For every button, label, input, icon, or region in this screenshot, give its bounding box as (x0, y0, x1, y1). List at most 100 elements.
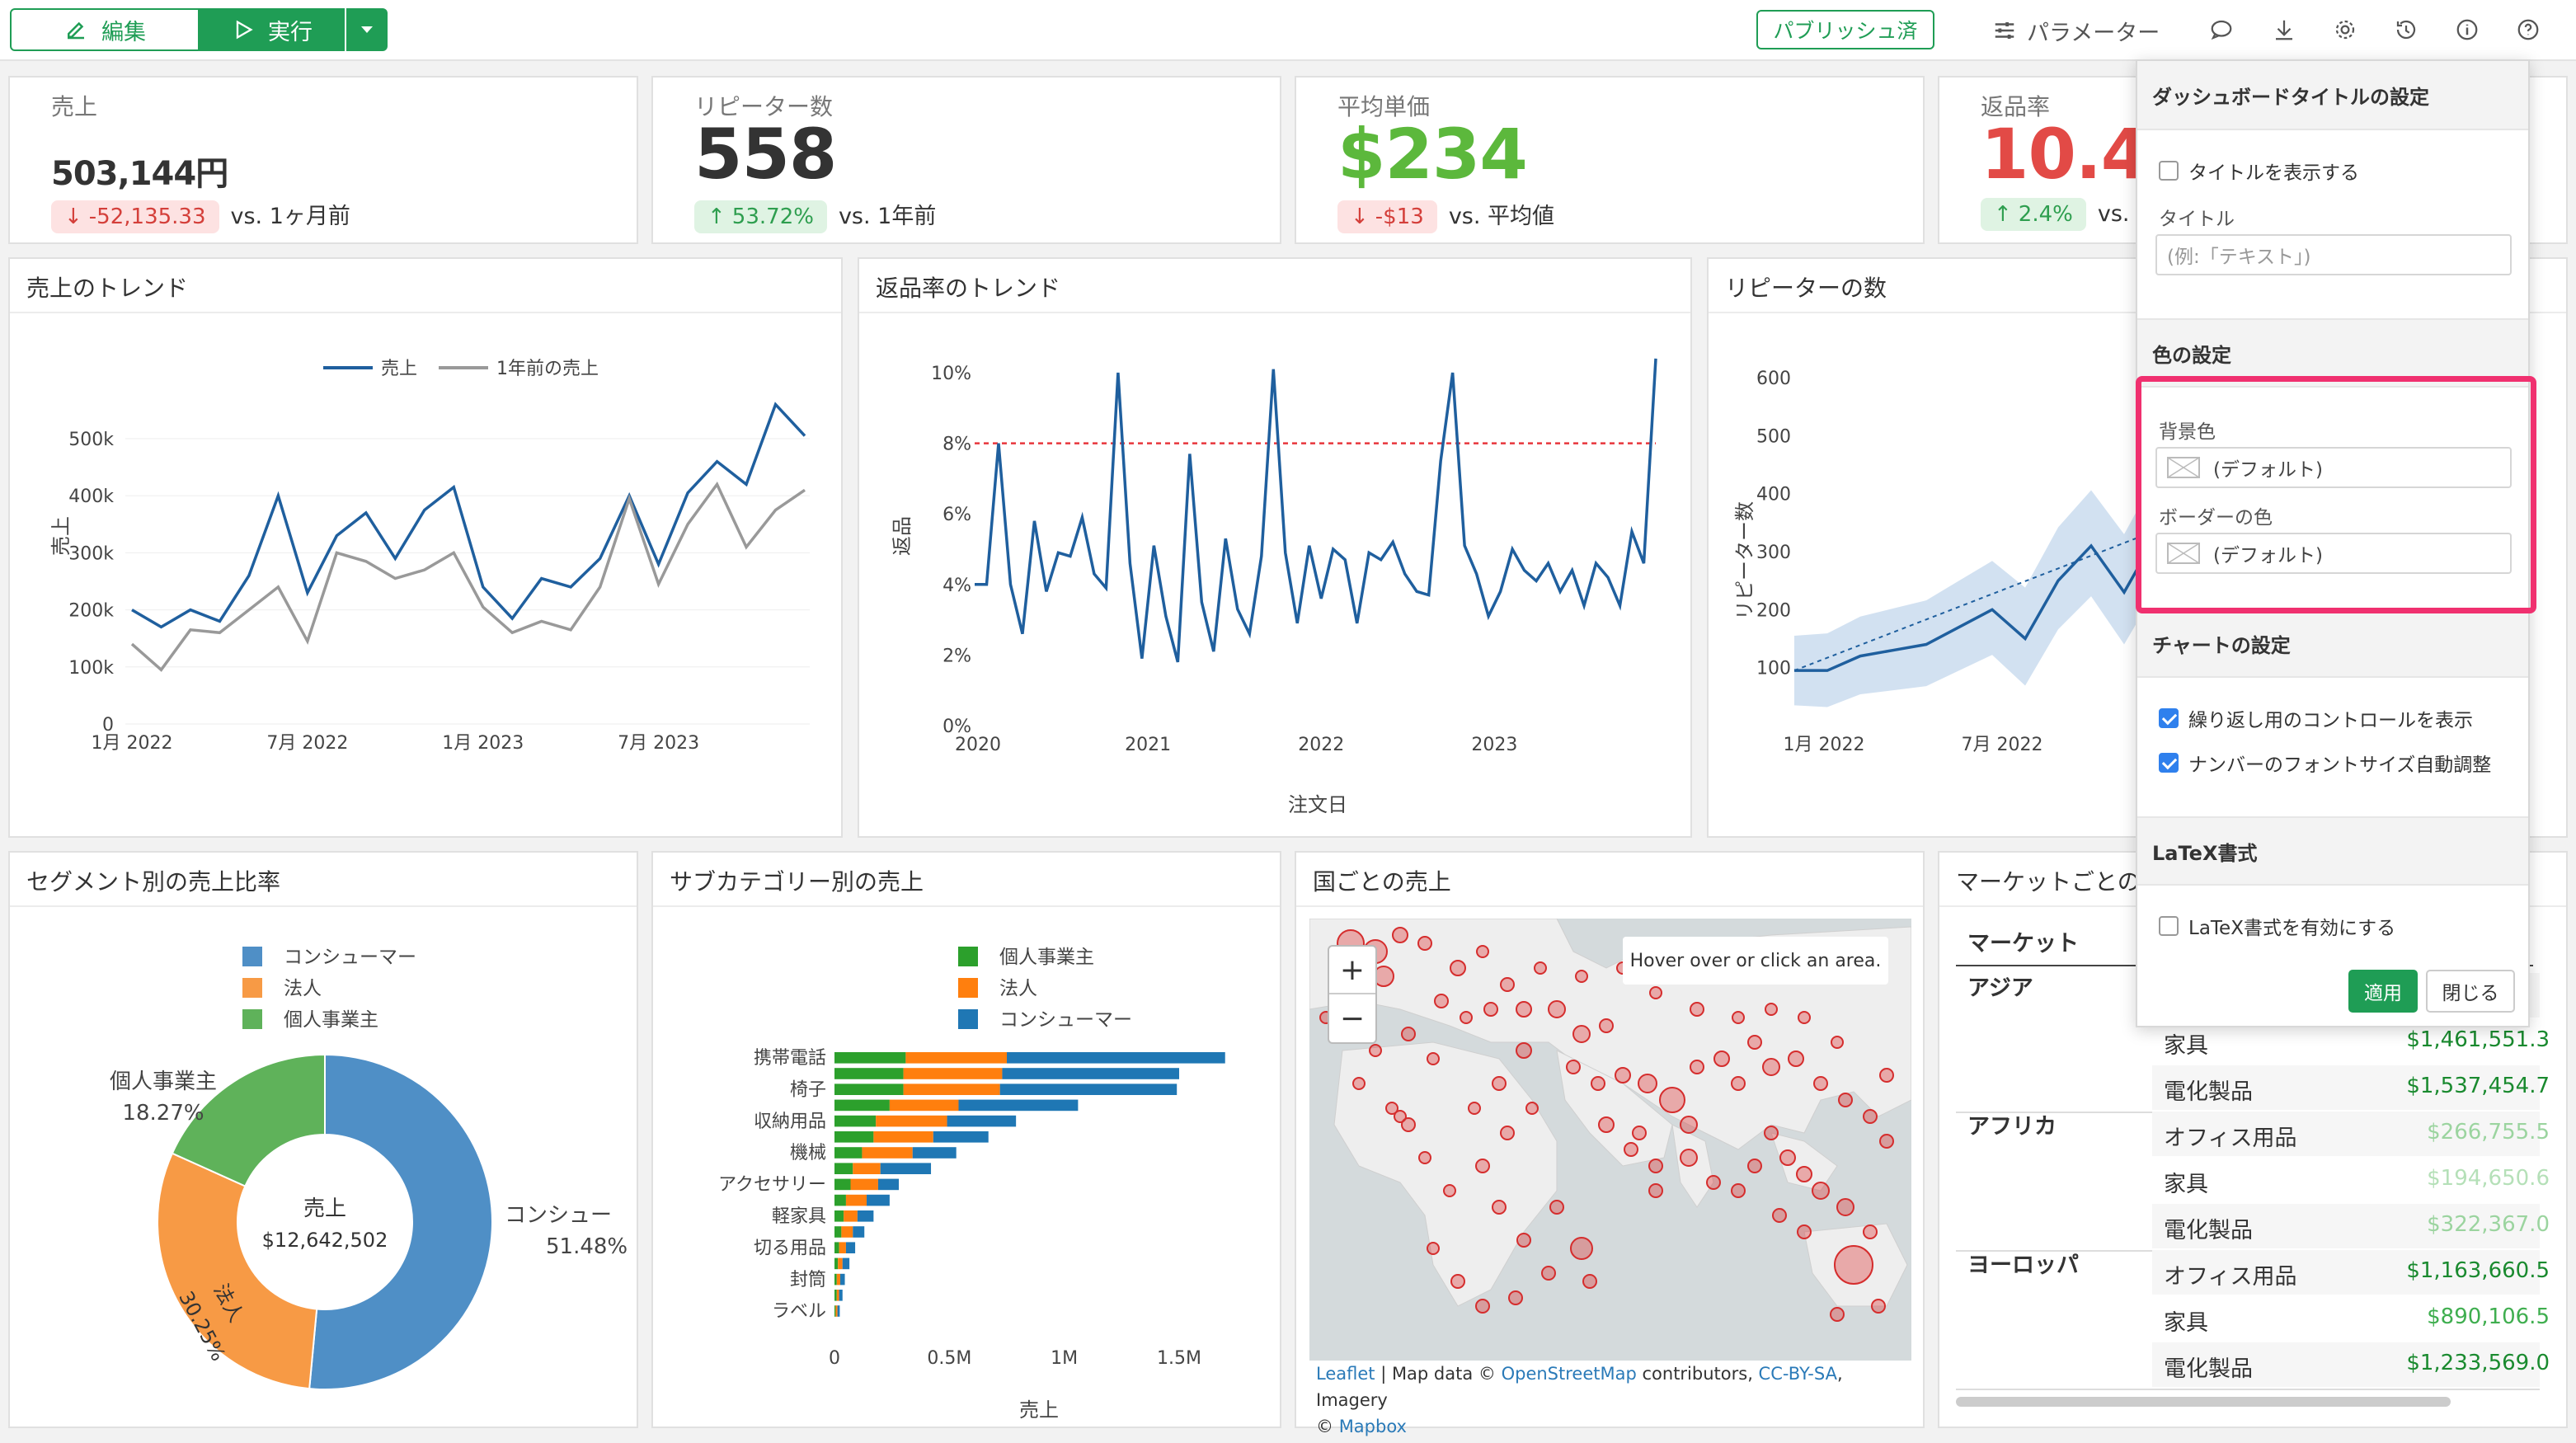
map-marker (1369, 1044, 1382, 1057)
return-trend-chart[interactable]: 0% 2% 4% 6% 8% 10% 返品 2020 2021 2022 2023 注文日 (859, 313, 1690, 833)
segment-card: セグメント別の売上比率 売上 $12,642,502 コンシューマー 法人 個人事業主コ… (8, 851, 638, 1428)
info-icon[interactable] (2452, 15, 2482, 45)
leaflet-link[interactable]: Leaflet (1316, 1364, 1375, 1384)
market-name: アジア (1967, 975, 2033, 1001)
map-marker (1772, 1208, 1787, 1223)
download-icon[interactable] (2269, 15, 2299, 45)
y-axis-label: リピーター数 (1733, 501, 1756, 620)
arrow-up-icon: ↑ (707, 204, 726, 229)
horizontal-scrollbar[interactable] (1956, 1397, 2451, 1407)
legend-label: 1年前の売上 (496, 359, 599, 379)
latex-checkbox[interactable]: LaTeX書式を有効にする (2159, 912, 2395, 940)
table-row[interactable] (2152, 1342, 2540, 1387)
bar-segment (834, 1083, 904, 1095)
run-button[interactable]: 実行 (200, 8, 345, 51)
kpi-delta-row: ↑ 2.4% vs. 1 (1981, 198, 2151, 231)
value-cell: $266,755.5 (2427, 1120, 2550, 1145)
x-tick-label: 1月 2023 (442, 733, 524, 754)
kpi-delta-badge: ↓ -52,135.33 (51, 200, 219, 233)
table-row[interactable] (2152, 1250, 2540, 1295)
highlight-frame (2136, 376, 2536, 613)
x-axis-label: 売上 (1019, 1398, 1059, 1422)
table-divider (1956, 1389, 2540, 1390)
kpi-label: 返品率 (1981, 93, 2051, 120)
bar-segment (933, 1131, 989, 1143)
license-link[interactable]: CC-BY-SA (1758, 1364, 1837, 1384)
table-row[interactable] (2152, 1065, 2540, 1110)
category-label: 椅子 (790, 1079, 826, 1100)
comment-icon[interactable] (2207, 15, 2236, 45)
checkbox[interactable] (2159, 708, 2179, 728)
title-input[interactable]: (例:「テキスト」) (2155, 234, 2512, 275)
map-marker (1713, 1051, 1730, 1067)
bar-segment (834, 1099, 890, 1112)
map-marker (1476, 945, 1489, 958)
map-marker (1632, 1126, 1647, 1140)
gear-icon[interactable] (2330, 15, 2360, 45)
kpi-card-sales: 売上 503,144円 ↓ -52,135.33 vs. 1ヶ月前 (8, 76, 638, 244)
legend-label: 売上 (381, 359, 417, 379)
bar-segment (835, 1305, 838, 1317)
x-tick-label: 7月 2022 (266, 733, 348, 754)
caret-down-icon (361, 26, 373, 33)
bar-segment (834, 1131, 874, 1143)
close-button[interactable]: 閉じる (2426, 970, 2515, 1013)
map-marker (1706, 1175, 1721, 1190)
auto-font-checkbox[interactable]: ナンバーのフォントサイズ自動調整 (2159, 749, 2491, 777)
checkbox[interactable] (2159, 161, 2179, 181)
show-title-checkbox[interactable]: タイトルを表示する (2159, 157, 2359, 185)
run-dropdown-button[interactable] (346, 8, 388, 51)
segment-donut-chart[interactable]: 売上$12,642,502コンシューマー法人個人事業主コンシュー51.48%法人… (10, 907, 637, 1427)
history-icon[interactable] (2391, 15, 2421, 45)
repeat-control-checkbox[interactable]: 繰り返し用のコントロールを表示 (2159, 704, 2473, 732)
world-map[interactable] (1309, 919, 1911, 1361)
card-title: 返品率のトレンド (876, 275, 1061, 302)
table-row[interactable] (2152, 1296, 2540, 1341)
table-row[interactable] (2152, 1204, 2540, 1248)
bg-color-picker[interactable]: (デフォルト) (2155, 447, 2512, 488)
legend-label: 個人事業主 (284, 1009, 378, 1031)
map-marker (1831, 1036, 1844, 1049)
edit-button[interactable]: 編集 (10, 8, 200, 51)
value-cell: $322,367.0 (2427, 1212, 2550, 1237)
map-marker (1570, 1237, 1593, 1260)
value-cell: $890,106.5 (2427, 1304, 2550, 1329)
bar-segment (834, 1163, 853, 1174)
category-label: 封筒 (790, 1270, 826, 1290)
zoom-in-button[interactable]: + (1329, 947, 1375, 994)
slice-pct: 18.27% (122, 1101, 204, 1126)
checkbox[interactable] (2159, 753, 2179, 773)
osm-link[interactable]: OpenStreetMap (1501, 1364, 1637, 1384)
attribution-text: © (1316, 1417, 1339, 1436)
kpi-delta-badge: ↑ 2.4% (1981, 198, 2086, 231)
map-marker (1762, 1058, 1780, 1076)
table-row[interactable] (2152, 1112, 2540, 1156)
published-button[interactable]: パブリッシュ済 (1756, 10, 1934, 49)
sales-trend-card: 売上のトレンド 0 100k 200k 300k 400k 500k 売上 1月 2022 7月… (8, 257, 843, 838)
x-tick-label: 2021 (1125, 735, 1171, 755)
y-tick-label: 500 (1756, 426, 1791, 447)
checkbox[interactable] (2159, 916, 2179, 936)
zoom-out-button[interactable]: − (1339, 1001, 1366, 1036)
map-marker (1747, 1035, 1762, 1050)
map-marker (1483, 1002, 1498, 1017)
sales-trend-chart[interactable]: 0 100k 200k 300k 400k 500k 売上 1月 2022 7月 2022 1月 … (10, 313, 841, 833)
map-marker (1434, 994, 1449, 1008)
map-marker (1575, 970, 1588, 983)
table-row[interactable] (2152, 1158, 2540, 1202)
parameter-button[interactable]: パラメーター (1992, 13, 2160, 48)
map-hover-info: Hover over or click an area. (1623, 937, 1888, 985)
map-marker (1659, 1087, 1685, 1113)
repeaters-chart[interactable]: 100 200 300 400 500 600 リピーター数 1月 2022 7月 2022 (1709, 313, 2566, 833)
card-title: マーケットごとの (1956, 868, 2141, 895)
help-icon[interactable] (2513, 15, 2543, 45)
slice-label: 個人事業主 (110, 1069, 217, 1094)
subcategory-bar-chart[interactable]: 個人事業主法人コンシューマー携帯電話椅子収納用品機械アクセサリー軽家具切る用品封… (653, 907, 1280, 1427)
apply-button[interactable]: 適用 (2348, 970, 2418, 1013)
map-marker (1525, 1102, 1539, 1115)
border-color-picker[interactable]: (デフォルト) (2155, 533, 2512, 574)
bar-segment (834, 1147, 863, 1159)
x-tick-label: 0 (829, 1348, 840, 1369)
map-marker (1813, 1076, 1828, 1091)
mapbox-link[interactable]: Mapbox (1338, 1417, 1407, 1436)
